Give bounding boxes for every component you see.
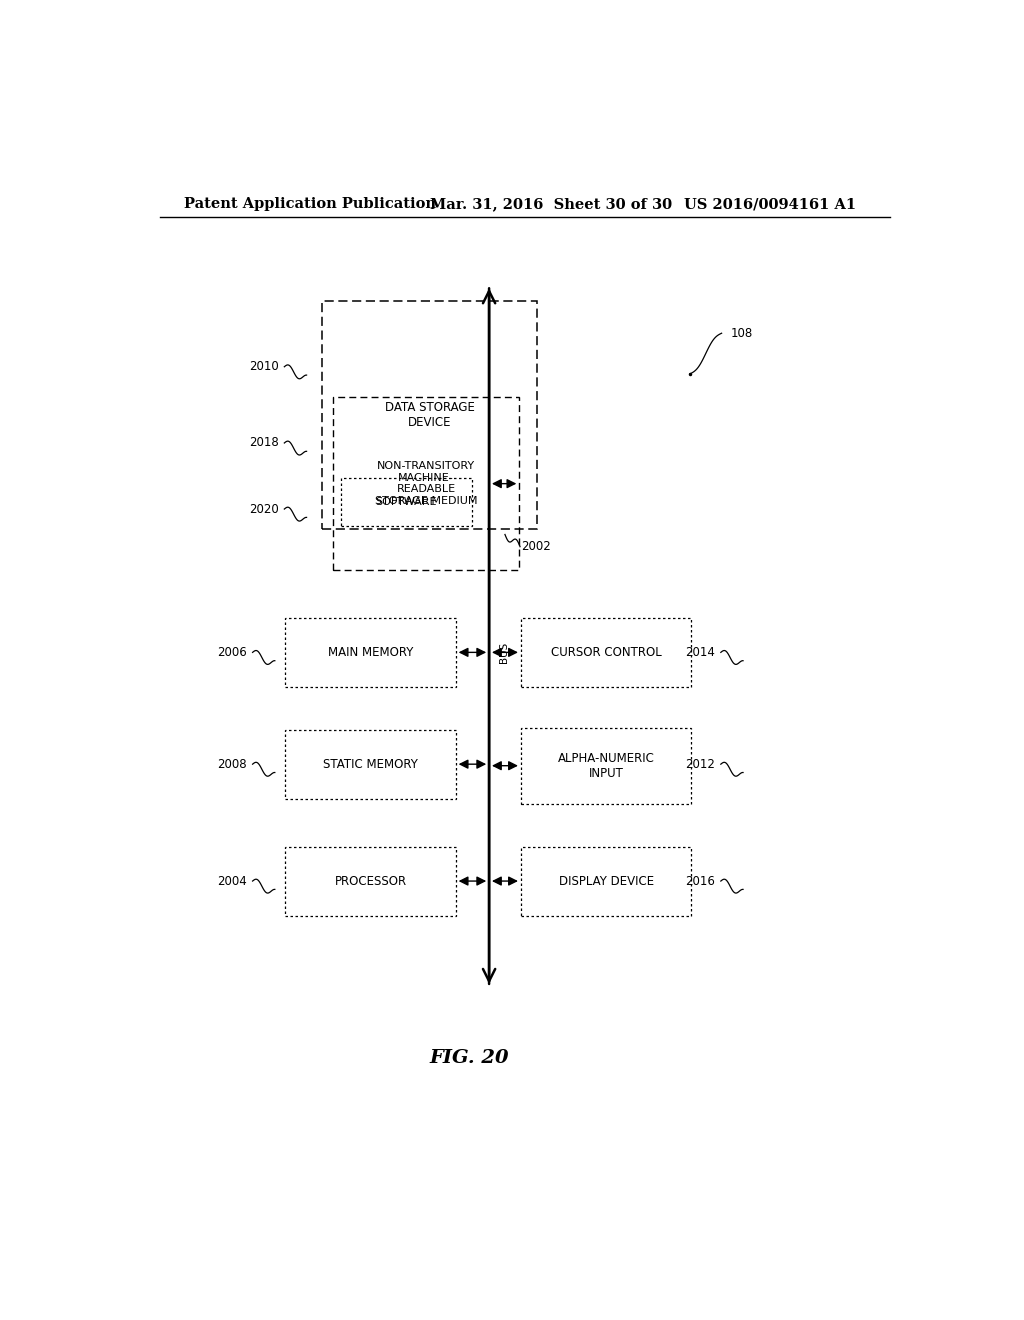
Text: 108: 108 xyxy=(731,327,754,339)
Text: SOFTWARE: SOFTWARE xyxy=(376,496,437,507)
Text: US 2016/0094161 A1: US 2016/0094161 A1 xyxy=(684,197,856,211)
Text: Mar. 31, 2016  Sheet 30 of 30: Mar. 31, 2016 Sheet 30 of 30 xyxy=(430,197,672,211)
Text: PROCESSOR: PROCESSOR xyxy=(335,875,407,887)
Text: 2006: 2006 xyxy=(217,645,247,659)
Bar xyxy=(521,618,691,686)
Bar xyxy=(521,727,691,804)
Text: 2004: 2004 xyxy=(217,875,247,887)
Bar xyxy=(521,846,691,916)
Text: DATA STORAGE
DEVICE: DATA STORAGE DEVICE xyxy=(385,401,474,429)
Bar xyxy=(333,397,519,570)
Text: Patent Application Publication: Patent Application Publication xyxy=(183,197,435,211)
Bar xyxy=(341,478,472,527)
Text: MAIN MEMORY: MAIN MEMORY xyxy=(328,645,413,659)
Bar xyxy=(285,618,456,686)
Text: 2002: 2002 xyxy=(521,540,551,553)
Bar xyxy=(323,301,537,529)
Text: 2008: 2008 xyxy=(217,758,247,771)
Text: DISPLAY DEVICE: DISPLAY DEVICE xyxy=(558,875,653,887)
Text: ALPHA-NUMERIC
INPUT: ALPHA-NUMERIC INPUT xyxy=(558,751,654,780)
Text: 2014: 2014 xyxy=(685,645,715,659)
Text: 2018: 2018 xyxy=(249,437,279,450)
Text: NON-TRANSITORY
MACHINE-
READABLE
STORAGE MEDIUM: NON-TRANSITORY MACHINE- READABLE STORAGE… xyxy=(375,461,477,506)
Bar xyxy=(285,730,456,799)
Text: CURSOR CONTROL: CURSOR CONTROL xyxy=(551,645,662,659)
Bar xyxy=(285,846,456,916)
Text: 2020: 2020 xyxy=(249,503,279,516)
Text: FIG. 20: FIG. 20 xyxy=(429,1049,509,1067)
Text: 2010: 2010 xyxy=(249,360,279,374)
Text: BUS: BUS xyxy=(500,642,509,663)
Text: 2012: 2012 xyxy=(685,758,715,771)
Text: 2016: 2016 xyxy=(685,875,715,887)
Text: STATIC MEMORY: STATIC MEMORY xyxy=(323,758,418,771)
